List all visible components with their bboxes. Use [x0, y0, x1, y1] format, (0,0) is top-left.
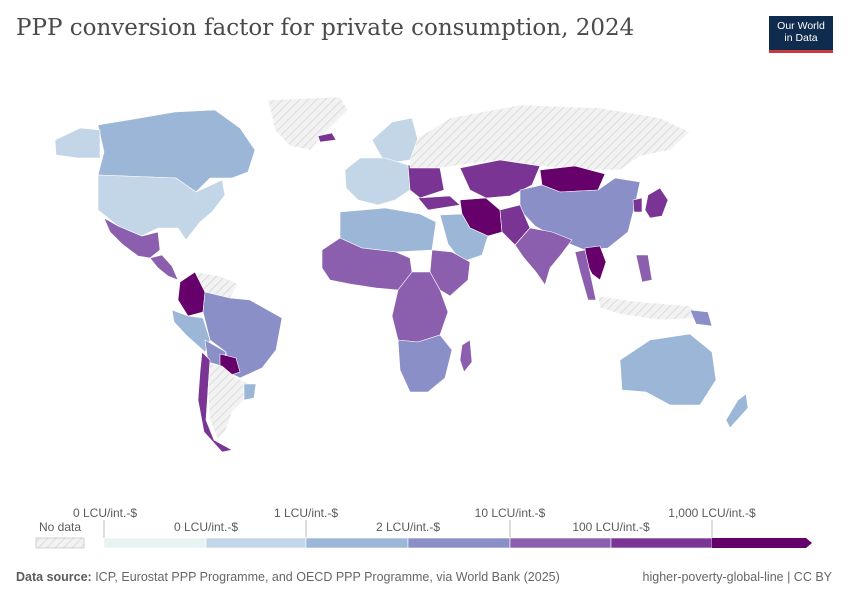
region-brazil[interactable]: [202, 291, 283, 379]
logo-line-2: in Data: [784, 32, 818, 44]
region-korea[interactable]: [632, 197, 643, 213]
region-turkey[interactable]: [417, 195, 461, 211]
region-indonesia[interactable]: [597, 295, 701, 321]
owid-logo[interactable]: Our World in Data: [769, 16, 833, 53]
region-japan[interactable]: [644, 187, 669, 219]
chart-title: PPP conversion factor for private consum…: [16, 15, 635, 41]
region-venezuela[interactable]: [194, 271, 239, 299]
legend-top-label-2: 1 LCU/int.-$: [274, 506, 338, 520]
region-thailand[interactable]: [574, 249, 597, 301]
region-australia[interactable]: [619, 333, 717, 406]
legend-bin-2[interactable]: [205, 537, 307, 549]
footer-license[interactable]: higher-poverty-global-line | CC BY: [642, 570, 832, 584]
legend-top-label-1: 0 LCU/int.-$: [73, 506, 137, 520]
region-scandinavia[interactable]: [371, 117, 419, 163]
region-new-zealand[interactable]: [725, 393, 749, 429]
source-text: ICP, Eurostat PPP Programme, and OECD PP…: [91, 570, 560, 584]
legend-bottom-label-2: 2 LCU/int.-$: [376, 520, 440, 534]
legend-bin-6[interactable]: [610, 537, 713, 549]
region-argentina[interactable]: [207, 363, 251, 441]
legend-top-label-3: 10 LCU/int.-$: [475, 506, 546, 520]
region-russia[interactable]: [409, 104, 691, 171]
region-western-europe[interactable]: [344, 157, 411, 206]
legend-bottom-label-3: 100 LCU/int.-$: [572, 520, 650, 534]
region-eastern-europe[interactable]: [407, 164, 445, 199]
legend-bin-3[interactable]: [305, 537, 409, 549]
region-southern-africa[interactable]: [397, 334, 453, 393]
region-central-africa[interactable]: [391, 271, 449, 343]
world-map[interactable]: [0, 90, 850, 460]
legend-bin-7[interactable]: [712, 538, 812, 548]
region-uruguay[interactable]: [243, 383, 257, 401]
logo-line-1: Our World: [777, 20, 825, 32]
region-alaska[interactable]: [54, 127, 101, 159]
legend-bottom-label-1: 0 LCU/int.-$: [174, 520, 238, 534]
legend-no-data-swatch[interactable]: [35, 537, 85, 549]
region-mexico[interactable]: [103, 217, 161, 259]
footer-source: Data source: ICP, Eurostat PPP Programme…: [16, 570, 560, 584]
region-papua-new-guinea[interactable]: [689, 309, 713, 327]
legend-bin-4[interactable]: [407, 537, 511, 549]
legend-bin-5[interactable]: [509, 537, 612, 549]
legend-bin-1[interactable]: [103, 537, 207, 549]
region-greenland[interactable]: [267, 96, 349, 151]
legend-top-label-4: 1,000 LCU/int.-$: [668, 506, 756, 520]
source-label: Data source:: [16, 570, 92, 584]
region-central-america[interactable]: [149, 254, 179, 281]
region-philippines[interactable]: [635, 254, 653, 283]
region-india[interactable]: [514, 227, 573, 286]
region-madagascar[interactable]: [459, 339, 473, 373]
region-iceland[interactable]: [317, 132, 337, 143]
region-saudi-arabia[interactable]: [439, 213, 489, 263]
legend-no-data-label: No data: [39, 520, 81, 534]
color-legend: 0 LCU/int.-$ 1 LCU/int.-$ 10 LCU/int.-$ …: [35, 506, 812, 549]
